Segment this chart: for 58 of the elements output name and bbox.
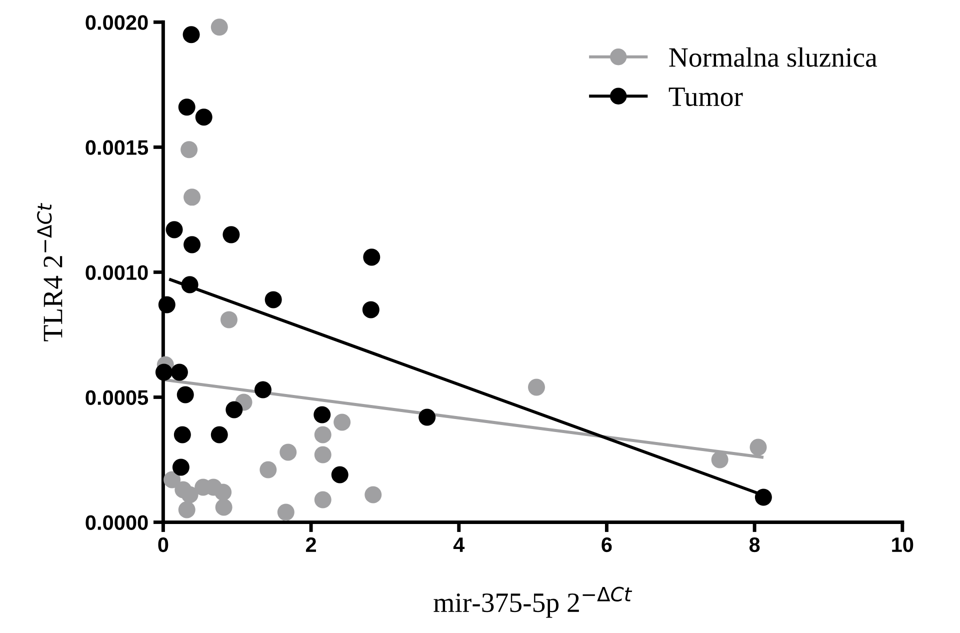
point <box>184 236 201 254</box>
y-tick-label: 0.0000 <box>86 515 148 530</box>
point <box>181 276 198 294</box>
point <box>260 461 277 478</box>
legend-label: Tumor <box>668 88 743 106</box>
point <box>750 438 767 456</box>
point <box>226 401 243 418</box>
point <box>180 141 198 158</box>
point <box>711 451 728 468</box>
x-tick-label: 2 <box>306 537 316 552</box>
point <box>254 381 272 398</box>
legend-label: Normalna sluznica <box>669 47 878 67</box>
point <box>210 426 228 444</box>
x-tick-label: 4 <box>453 538 465 552</box>
x-tick-label: 6 <box>602 537 612 552</box>
point <box>754 488 772 506</box>
x-tick-label: 10 <box>892 537 914 552</box>
point <box>184 188 201 206</box>
point <box>164 471 181 488</box>
y-tick-label: 0.0010 <box>86 265 148 280</box>
point <box>264 291 282 308</box>
point <box>195 108 212 126</box>
point <box>331 466 348 484</box>
point <box>220 311 238 328</box>
point <box>364 486 382 504</box>
point <box>277 504 294 521</box>
point <box>181 486 198 504</box>
point <box>418 408 436 426</box>
point <box>182 26 200 44</box>
point <box>215 498 232 516</box>
point <box>170 364 188 381</box>
point <box>172 458 190 476</box>
point <box>222 226 240 244</box>
point <box>363 248 380 266</box>
point <box>158 296 176 314</box>
x-tick-label: 8 <box>749 537 760 552</box>
y-tick-label: 0.0015 <box>86 140 148 155</box>
point <box>314 491 332 508</box>
point <box>166 221 183 238</box>
point <box>314 406 331 424</box>
y-axis-title: TLR4 2$^{−ΔCt}$ <box>37 202 62 342</box>
point <box>280 444 297 461</box>
point <box>176 386 194 404</box>
y-tick-label: 0.0005 <box>86 390 148 405</box>
point <box>314 426 332 444</box>
y-tick-label: 0.0020 <box>86 15 148 30</box>
point <box>362 301 380 318</box>
point <box>178 98 196 116</box>
point <box>174 426 191 444</box>
point <box>334 414 351 431</box>
point <box>178 501 196 518</box>
x-axis-title: mir-375-5p 2$^{−ΔCt}$ <box>434 586 632 618</box>
point <box>210 18 228 36</box>
point <box>314 446 332 464</box>
x-tick-label: 0 <box>158 537 168 552</box>
point <box>155 364 172 381</box>
point <box>214 484 232 501</box>
point <box>528 378 545 396</box>
